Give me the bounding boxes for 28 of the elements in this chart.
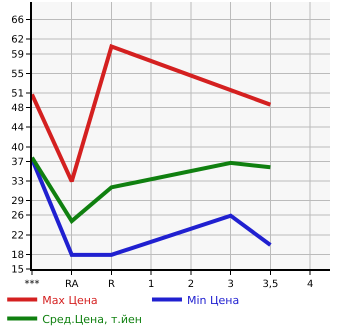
x-tick-label: *** [24,279,40,290]
line-series [32,156,272,224]
y-tick-label: 48 [11,103,24,114]
x-tick-label: 1 [148,279,154,290]
y-tick-label: 33 [11,176,24,188]
x-tick-label: 4 [306,279,314,290]
y-tick-label: 66 [11,15,24,26]
y-tick-label: 62 [11,34,24,46]
x-tick-label: 3 [227,279,234,290]
y-tick-label: 22 [11,230,24,242]
y-tick-label: 37 [11,156,24,168]
x-tick-label: 3,5 [262,279,278,290]
y-tick-label: 44 [11,122,24,134]
legend-label: Max Цена [42,294,98,307]
y-tick-label: 18 [11,250,24,261]
x-tick-label: 2 [188,279,194,290]
legend-label: Сред.Цена, т.йен [42,312,142,326]
y-tick-label: 59 [11,49,24,60]
y-tick-label: 29 [11,196,24,208]
y-tick-label: 51 [11,88,24,100]
y-tick-label: 15 [11,264,24,276]
x-tick-label: RA [65,279,79,290]
y-tick-label: 26 [11,210,24,222]
x-tick-label: R [108,279,115,290]
line-series [32,44,272,184]
legend-label: Min Цена [186,294,240,307]
y-tick-label: 55 [11,68,24,80]
y-tick-label: 40 [11,142,24,154]
